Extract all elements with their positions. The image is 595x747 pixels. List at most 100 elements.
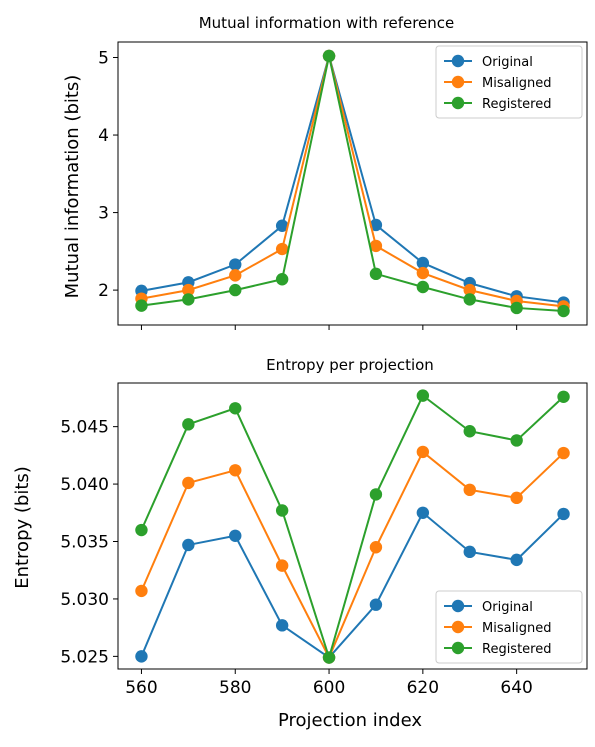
legend-marker-misaligned <box>451 620 465 634</box>
x-tick-label: 620 <box>407 678 439 698</box>
legend-label-misaligned: Misaligned <box>482 621 552 636</box>
y-axis-label: Mutual information (bits) <box>62 75 83 299</box>
data-point-original <box>416 256 430 270</box>
data-point-misaligned <box>369 239 383 253</box>
y-axis-label: Entropy (bits) <box>12 466 33 589</box>
data-point-original <box>369 218 383 232</box>
data-point-original <box>275 219 289 232</box>
legend: Original Misaligned Registered <box>435 45 583 119</box>
data-point-misaligned <box>369 541 383 554</box>
data-point-registered <box>135 523 148 537</box>
y-tick-label: 3 <box>98 204 109 224</box>
data-point-original <box>229 529 242 542</box>
plot-frame <box>117 41 588 326</box>
data-point-original <box>416 506 430 519</box>
legend-frame <box>435 45 583 119</box>
x-ticks <box>140 325 518 330</box>
legend-marker-original <box>451 54 465 68</box>
data-point-registered <box>229 402 242 415</box>
x-tick-label: 600 <box>313 678 345 698</box>
legend: Original Misaligned Registered <box>435 590 583 664</box>
data-point-registered <box>229 283 242 297</box>
y-tick-label: 5.045 <box>60 418 109 438</box>
y-tick-label: 5.035 <box>60 533 109 553</box>
data-point-registered <box>557 390 570 403</box>
legend-label-misaligned: Misaligned <box>482 76 552 91</box>
data-point-registered <box>369 488 383 501</box>
series-line-registered <box>140 394 565 661</box>
data-point-registered <box>557 304 570 318</box>
data-point-registered <box>275 273 289 286</box>
panel-title: Mutual information with reference <box>199 14 455 32</box>
data-point-registered <box>135 299 148 312</box>
series-line-misaligned <box>140 450 565 660</box>
legend-label-registered: Registered <box>482 642 552 657</box>
data-point-misaligned <box>463 283 476 297</box>
y-ticks: 5.025 5.030 5.035 5.040 5.045 <box>60 418 118 667</box>
data-point-registered <box>322 49 336 63</box>
data-point-misaligned <box>229 464 242 477</box>
entropy-panel: Entropy per projection Entropy (bits) Pr… <box>12 356 588 731</box>
legend-marker-misaligned <box>451 75 465 89</box>
data-point-registered <box>416 389 430 402</box>
data-point-original <box>275 619 289 632</box>
data-point-registered <box>182 418 195 431</box>
data-point-misaligned <box>182 476 195 490</box>
x-tick-label: 580 <box>219 678 251 698</box>
x-tick-label: 640 <box>500 678 532 698</box>
legend-marker-original <box>451 599 465 613</box>
y-tick-label: 5.025 <box>60 647 109 667</box>
data-point-registered <box>416 280 430 294</box>
data-point-misaligned <box>275 242 289 256</box>
legend-frame <box>435 590 583 664</box>
data-point-misaligned <box>510 491 523 505</box>
series-line-registered <box>141 55 564 313</box>
legend-marker-registered <box>451 96 465 110</box>
data-point-misaligned <box>275 559 289 572</box>
data-point-misaligned <box>416 445 430 459</box>
plot-frame <box>117 382 588 670</box>
series-line-original <box>140 511 565 659</box>
y-ticks: 2 3 4 5 <box>98 49 118 301</box>
data-point-original <box>229 258 242 271</box>
data-point-misaligned <box>463 483 476 497</box>
legend-marker-registered <box>451 641 465 655</box>
data-point-misaligned <box>229 269 242 282</box>
legend-label-original: Original <box>482 600 533 615</box>
y-tick-label: 5.040 <box>60 475 109 495</box>
data-point-original <box>369 598 383 611</box>
series-group <box>135 49 570 318</box>
series-line-misaligned <box>141 55 564 308</box>
panel-title: Entropy per projection <box>266 356 434 374</box>
series-line-original <box>141 52 564 304</box>
data-point-registered <box>275 504 289 517</box>
data-point-registered <box>463 425 476 438</box>
data-point-original <box>463 545 476 559</box>
y-tick-label: 5.030 <box>60 590 109 610</box>
data-point-registered <box>322 651 336 664</box>
data-point-original <box>510 553 523 567</box>
legend-label-registered: Registered <box>482 97 552 112</box>
data-point-original <box>135 650 148 663</box>
data-point-misaligned <box>557 446 570 460</box>
y-tick-label: 5 <box>98 49 109 69</box>
data-point-misaligned <box>416 266 430 280</box>
data-point-registered <box>510 301 523 315</box>
x-ticks: 560 580 600 620 640 <box>125 669 533 698</box>
data-point-registered <box>510 434 523 447</box>
y-tick-label: 2 <box>98 281 109 301</box>
mutual-information-panel: Mutual information with reference Mutual… <box>62 14 588 330</box>
data-point-registered <box>463 293 476 306</box>
series-group <box>135 389 570 664</box>
y-tick-label: 4 <box>98 126 109 146</box>
data-point-registered <box>182 293 195 306</box>
data-point-registered <box>369 267 383 281</box>
x-tick-label: 560 <box>125 678 157 698</box>
x-axis-label: Projection index <box>278 710 422 731</box>
data-point-misaligned <box>135 584 148 598</box>
data-point-original <box>182 538 195 552</box>
data-point-misaligned <box>182 283 195 297</box>
data-point-original <box>557 507 570 521</box>
legend-label-original: Original <box>482 55 533 70</box>
